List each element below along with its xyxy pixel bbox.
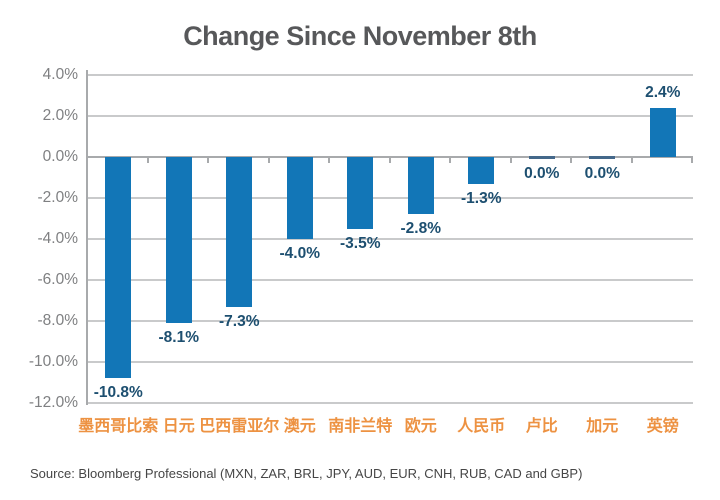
bar [347,157,374,229]
chart-title: Change Since November 8th [183,21,537,51]
axis-tick [630,158,633,163]
gridline [88,115,693,117]
bar [649,107,676,157]
bar [165,157,192,324]
gridline [88,74,693,76]
gridline [88,402,693,404]
category-label: 人民币 [457,418,506,435]
bar-value-label: -1.3% [461,189,502,207]
bar-value-label: -8.1% [158,329,200,347]
category-label: 欧元 [404,418,437,435]
axis-tick [328,158,330,163]
y-tick-label: -2.0% [37,189,79,206]
bar [407,157,434,215]
axis-tick [146,158,149,163]
bar [286,157,313,239]
gridline [88,197,693,199]
bar [468,157,495,184]
bar [226,157,253,307]
bar-value-label: 2.4% [645,83,681,101]
source-note: Source: Bloomberg Professional (MXN, ZAR… [30,466,583,481]
category-label: 澳元 [283,418,316,435]
axis-tick [509,158,512,163]
y-tick-label: 2.0% [42,107,78,124]
bar-value-label: -2.8% [400,220,442,238]
bar [105,157,132,379]
category-label: 卢比 [525,418,558,435]
y-tick-label: -12.0% [28,394,78,411]
gridline [88,361,693,363]
axis-tick [207,158,209,163]
plot-area: 4.0% 2.0% 0.0% -2.0% -4.0% -6.0% -8.0% -10.0% -1… [29,66,693,435]
bar-value-label: 0.0% [584,165,620,182]
y-tick-label: -10.0% [28,353,78,370]
axis-tick [570,158,572,163]
axis-tick [691,158,693,163]
category-label: 加元 [586,418,619,435]
bar [589,156,616,159]
bar-value-label: -10.8% [93,384,143,402]
gridline [88,320,693,322]
bar-value-label: -4.0% [279,245,321,262]
category-label: 巴西雷亚尔 [199,418,280,435]
axis-tick [449,158,451,163]
bar-value-label: -3.5% [340,234,381,252]
gridline [88,238,693,240]
y-tick-label: -4.0% [37,230,79,247]
axis-tick [267,158,270,163]
category-label: 日元 [162,418,195,435]
bar-value-label: -7.3% [219,312,260,330]
gridline [88,279,693,281]
zero-line [88,156,693,158]
y-tick-label: -8.0% [37,312,79,329]
y-tick-label: 4.0% [42,66,78,83]
category-label: 墨西哥比索 [78,418,159,435]
y-tick-label: -6.0% [37,271,79,288]
category-label: 南非兰特 [328,418,393,435]
axis-tick [388,158,391,163]
category-label: 英镑 [646,418,679,435]
bar-value-label: 0.0% [524,165,560,182]
y-tick-label: 0.0% [42,148,78,165]
bar [528,156,555,159]
y-axis-line [86,70,88,405]
